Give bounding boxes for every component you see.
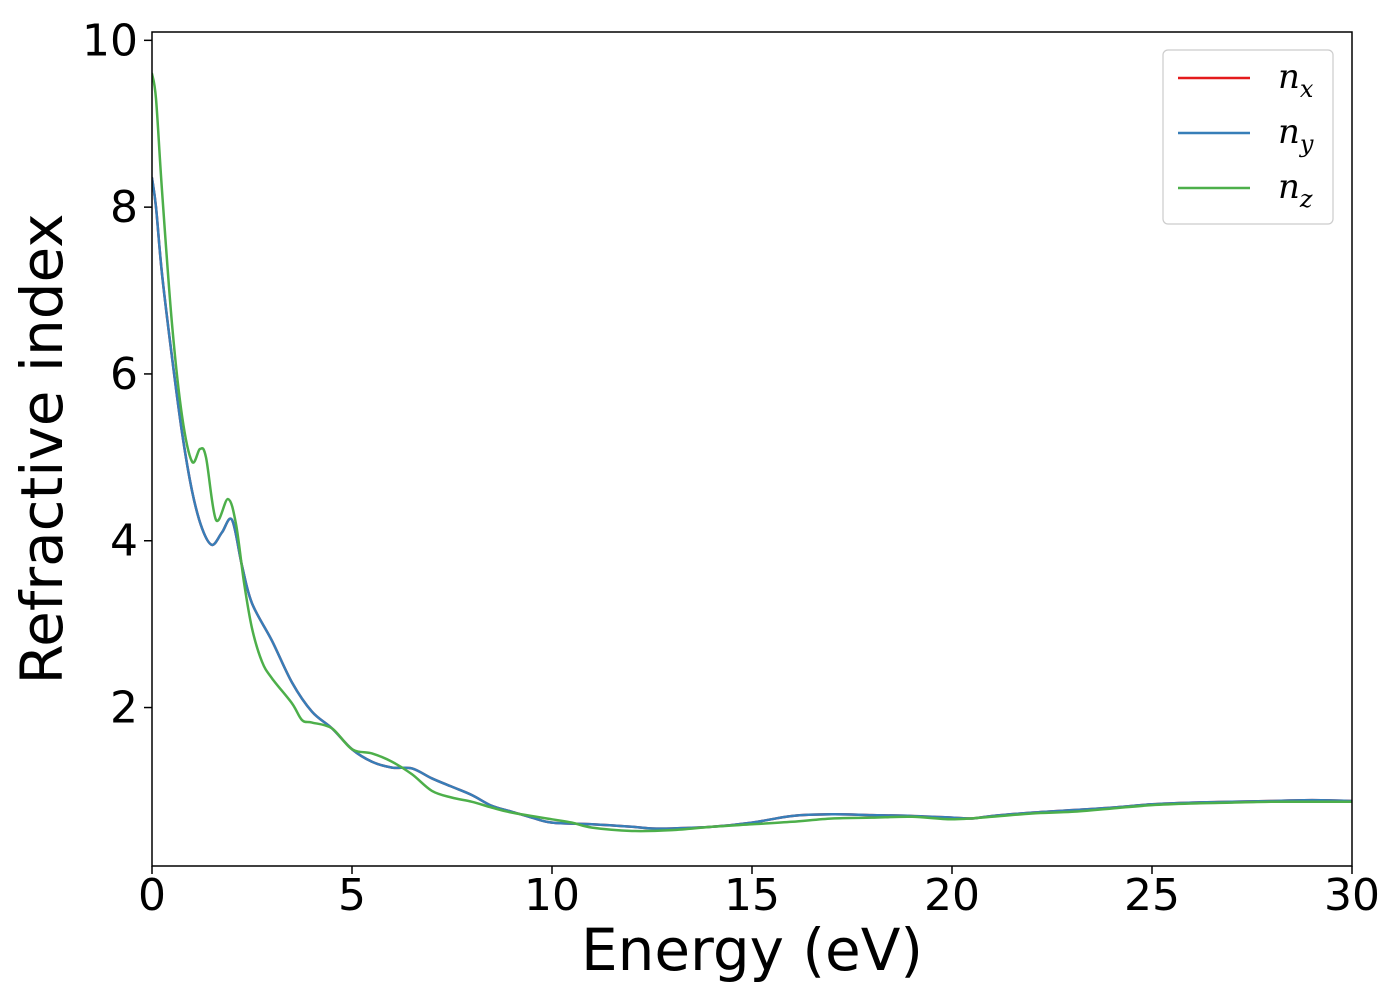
legend-label-nx: nx <box>1278 57 1314 103</box>
series-line-nx <box>152 176 1352 830</box>
legend-label-subscript: y <box>1299 130 1314 158</box>
x-tick-label: 20 <box>924 870 980 921</box>
y-axis-title: Refractive index <box>8 213 76 684</box>
legend-label-subscript: z <box>1299 185 1313 213</box>
y-tick-label: 10 <box>82 15 138 66</box>
y-tick-label: 4 <box>110 516 138 567</box>
x-axis-title: Energy (eV) <box>581 916 923 984</box>
x-tick-label: 5 <box>338 870 366 921</box>
x-tick-label: 10 <box>524 870 580 921</box>
x-tick-label: 15 <box>724 870 780 921</box>
legend-label-nz: nz <box>1278 167 1313 213</box>
series-line-nz <box>152 72 1352 833</box>
legend-label-base: n <box>1278 167 1300 207</box>
x-tick-label: 30 <box>1324 870 1380 921</box>
series-line-ny <box>152 176 1352 830</box>
legend-label-base: n <box>1278 112 1300 152</box>
y-tick-label: 2 <box>110 683 138 734</box>
x-tick-label: 0 <box>138 870 166 921</box>
y-tick-label: 6 <box>110 349 138 400</box>
y-tick-label: 8 <box>110 182 138 233</box>
y-axis-ticks: 2 4 6 8 10 <box>82 15 152 734</box>
series-layer <box>152 72 1352 833</box>
legend-box <box>1162 49 1334 225</box>
legend-label-subscript: x <box>1300 75 1314 103</box>
legend-label-ny: ny <box>1278 112 1314 158</box>
x-tick-label: 25 <box>1124 870 1180 921</box>
legend-label-base: n <box>1278 57 1300 97</box>
x-axis-ticks: 0 5 10 15 20 25 30 <box>138 866 1380 921</box>
